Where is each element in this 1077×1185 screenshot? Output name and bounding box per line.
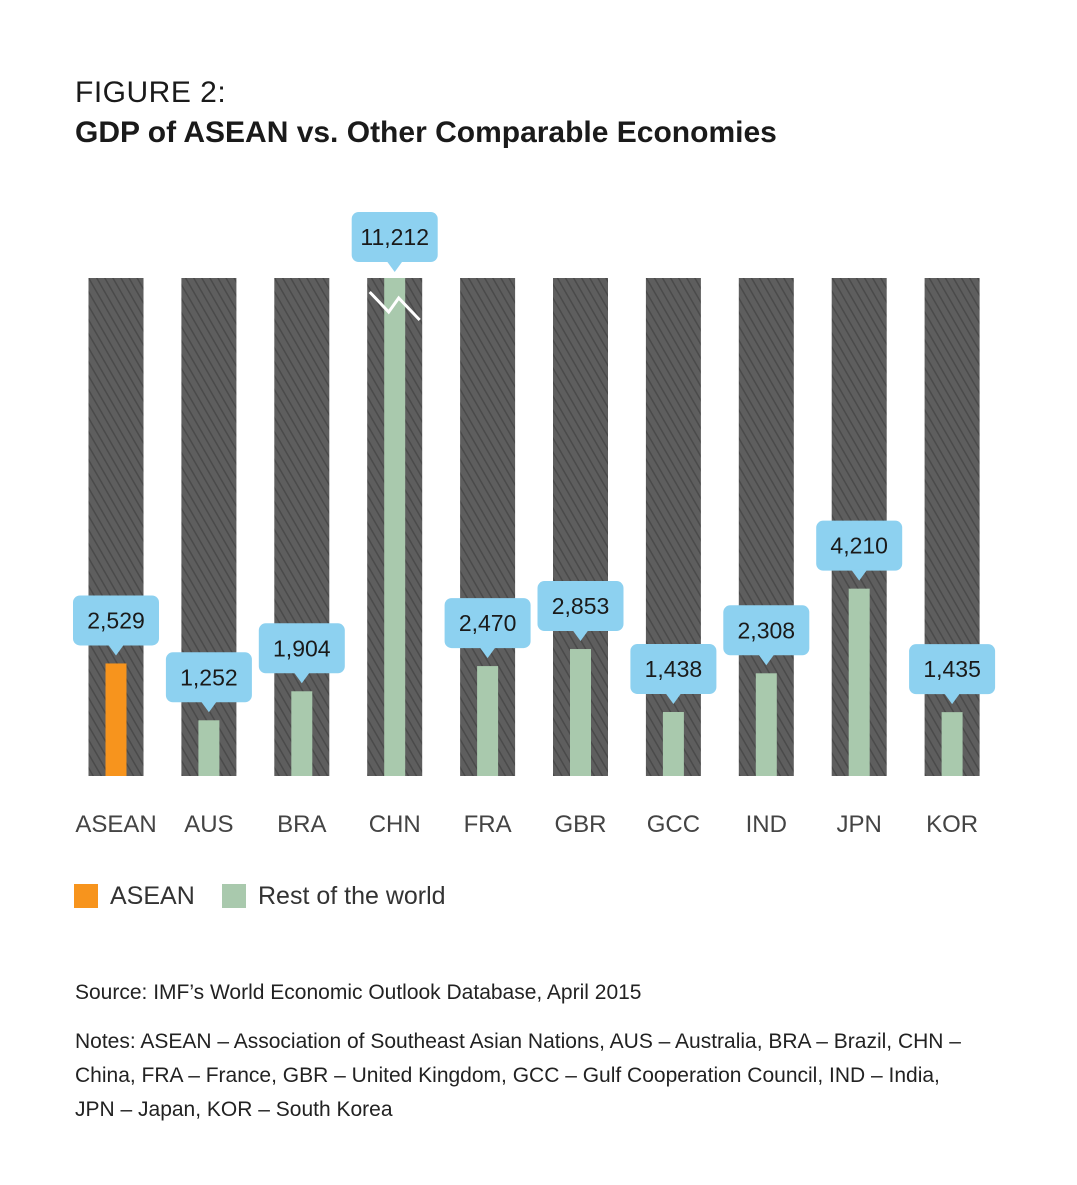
callout-box-ind <box>723 605 810 656</box>
bar-fra <box>477 666 499 776</box>
callout-tail-kor <box>944 693 961 705</box>
value-callout-chn: 11,212 <box>351 212 438 272</box>
value-callout-jpn: 4,210 <box>816 520 903 581</box>
callout-box-asean <box>73 595 159 646</box>
legend-item-rest-of-world: Rest of the world <box>222 881 446 911</box>
value-callout-fra: 2,470 <box>444 598 531 659</box>
value-callout-aus: 1,252 <box>165 652 252 713</box>
bar-gcc <box>662 712 684 776</box>
legend-swatch-asean <box>74 884 98 908</box>
value-callout-bra: 1,904 <box>258 623 345 684</box>
value-label-kor: 1,435 <box>923 656 981 682</box>
callout-box-aus <box>165 652 252 703</box>
bar-ind <box>755 673 777 776</box>
legend-label-rest-of-world: Rest of the world <box>258 881 446 910</box>
bar-chart: 2,529 1,252 1,904 11,212 2,470 2,853 1,438 2,30… <box>73 212 996 838</box>
callout-tail-jpn <box>851 569 868 581</box>
legend-swatch-rest-of-world <box>222 884 246 908</box>
value-label-gcc: 1,438 <box>645 656 703 682</box>
value-label-gbr: 2,853 <box>552 593 610 619</box>
notes-text: Notes: ASEAN – Association of Southeast … <box>75 1030 961 1121</box>
callout-box-bra <box>258 623 345 674</box>
callout-tail-aus <box>200 701 217 713</box>
value-callout-gbr: 2,853 <box>537 581 624 642</box>
category-label-jpn: JPN <box>837 811 882 838</box>
callout-box-chn <box>351 212 438 262</box>
axis-break-marks <box>368 290 421 322</box>
value-label-fra: 2,470 <box>459 610 517 636</box>
callout-tail-ind <box>758 654 775 666</box>
bar-gbr <box>570 649 591 776</box>
break-mark-chn <box>368 290 421 322</box>
callout-tail-gcc <box>665 693 682 705</box>
value-callout-kor: 1,435 <box>909 644 996 705</box>
callout-box-jpn <box>816 520 903 571</box>
callout-tail-bra <box>293 672 310 684</box>
callout-box-gbr <box>537 581 624 632</box>
legend-item-asean: ASEAN <box>74 881 195 911</box>
source-note: Source: IMF’s World Economic Outlook Dat… <box>75 981 642 1004</box>
legend-label-asean: ASEAN <box>110 881 195 910</box>
value-label-ind: 2,308 <box>738 617 796 643</box>
bar-bra <box>291 691 313 776</box>
category-label-bra: BRA <box>277 811 326 838</box>
value-callout-asean: 2,529 <box>73 595 159 656</box>
category-label-gcc: GCC <box>647 811 700 838</box>
callout-box-gcc <box>630 644 717 695</box>
callout-box-kor <box>909 644 996 695</box>
category-label-asean: ASEAN <box>75 811 156 838</box>
callout-tail-chn <box>386 261 403 272</box>
value-label-aus: 1,252 <box>180 664 238 690</box>
value-callouts: 2,529 1,252 1,904 11,212 2,470 2,853 1,438 2,30… <box>73 212 996 713</box>
value-callout-ind: 2,308 <box>723 605 810 666</box>
callout-tail-asean <box>108 644 124 656</box>
value-label-chn: 11,212 <box>360 224 429 250</box>
figure-label: FIGURE 2: <box>75 76 227 109</box>
chart-title: GDP of ASEAN vs. Other Comparable Econom… <box>75 116 777 149</box>
bars <box>105 278 963 776</box>
callout-box-fra <box>444 598 531 649</box>
category-label-ind: IND <box>746 811 787 838</box>
callout-tail-gbr <box>572 630 589 642</box>
bar-asean <box>105 663 127 776</box>
value-callout-gcc: 1,438 <box>630 644 717 705</box>
bar-jpn <box>848 588 870 776</box>
callout-tail-fra <box>479 647 496 659</box>
category-label-chn: CHN <box>369 811 421 838</box>
value-label-bra: 1,904 <box>273 635 331 661</box>
value-label-asean: 2,529 <box>87 607 145 633</box>
value-label-jpn: 4,210 <box>830 533 888 559</box>
category-label-kor: KOR <box>926 811 978 838</box>
category-label-fra: FRA <box>464 811 512 838</box>
bar-aus <box>198 720 220 776</box>
category-label-gbr: GBR <box>554 811 606 838</box>
category-labels: ASEAN AUS BRA CHN FRA GBR GCC IND JPN KOR <box>75 811 978 838</box>
category-label-aus: AUS <box>184 811 233 838</box>
bar-kor <box>941 712 963 776</box>
bar-chn <box>384 278 406 776</box>
